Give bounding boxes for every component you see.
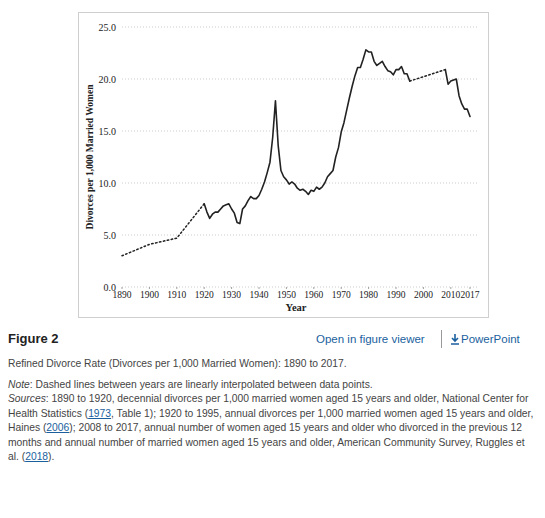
note-label: Note	[8, 379, 30, 390]
x-tick-label: 1960	[304, 290, 323, 300]
x-tick	[259, 287, 260, 289]
source-text: ).	[48, 451, 54, 462]
sources-label: Sources	[8, 393, 46, 404]
plot-area	[122, 50, 470, 256]
grid-line	[122, 235, 478, 236]
x-tick-label: 2010	[441, 290, 460, 300]
figure-label: Figure 2	[8, 331, 59, 346]
x-tick	[450, 287, 451, 289]
viewer-link[interactable]: Open in figure viewer	[316, 333, 425, 345]
x-tick	[231, 287, 232, 289]
grid-line	[122, 79, 478, 80]
source-text: ); 2008 to 2017, annual number of women …	[8, 422, 525, 462]
source-link[interactable]: 1973	[88, 408, 111, 419]
y-tick-label: 15.0	[99, 126, 117, 137]
source-link[interactable]: 2018	[25, 451, 48, 462]
x-tick-label: 1950	[277, 290, 296, 300]
x-tick	[368, 287, 369, 289]
download-icon[interactable]	[450, 333, 460, 345]
y-axis-label: Divorces per 1,000 Married Women	[85, 84, 95, 230]
note-text: : Dashed lines between years are linearl…	[30, 379, 373, 390]
x-tick-label: 2000	[414, 290, 433, 300]
separator	[441, 330, 442, 348]
y-tick-label: 20.0	[99, 74, 117, 85]
x-tick	[286, 287, 287, 289]
x-tick	[176, 287, 177, 289]
x-tick-label: 1990	[387, 290, 406, 300]
x-tick	[149, 287, 150, 289]
x-tick-label: 2017	[461, 290, 480, 300]
grid-line	[122, 287, 478, 288]
x-tick	[396, 287, 397, 289]
x-tick-label: 1910	[167, 290, 186, 300]
x-tick-label: 1920	[195, 290, 214, 300]
x-tick-label: 1970	[332, 290, 351, 300]
y-tick-label: 10.0	[99, 178, 117, 189]
y-tick-label: 25.0	[99, 22, 117, 33]
grid-line	[122, 27, 478, 28]
x-axis-label: Year	[286, 302, 307, 313]
x-tick	[313, 287, 314, 289]
figure: 0.05.010.015.020.025.0189019001910192019…	[0, 0, 545, 518]
line	[445, 70, 470, 117]
line	[204, 50, 410, 224]
x-tick	[204, 287, 205, 289]
x-tick	[423, 287, 424, 289]
x-tick	[470, 287, 471, 289]
chart-frame	[78, 12, 489, 318]
x-tick-label: 1890	[113, 290, 132, 300]
source-link[interactable]: 2006	[46, 422, 69, 433]
chart: 0.05.010.015.020.025.0189019001910192019…	[0, 0, 545, 330]
y-tick-label: 5.0	[104, 230, 117, 241]
x-tick-label: 1900	[140, 290, 159, 300]
x-tick-label: 1980	[359, 290, 378, 300]
grid-line	[122, 131, 478, 132]
caption-title: Refined Divorce Rate (Divorces per 1,000…	[8, 357, 536, 372]
caption-text: Refined Divorce Rate (Divorces per 1,000…	[8, 357, 536, 471]
x-tick	[122, 287, 123, 289]
caption-title-text: Refined Divorce Rate (Divorces per 1,000…	[8, 358, 347, 369]
grid-line	[122, 183, 478, 184]
x-tick	[341, 287, 342, 289]
caption-note: Note: Dashed lines between years are lin…	[8, 378, 536, 465]
line	[122, 70, 445, 256]
x-tick-label: 1940	[250, 290, 269, 300]
download-link[interactable]: PowerPoint	[461, 333, 520, 345]
x-tick-label: 1930	[222, 290, 241, 300]
